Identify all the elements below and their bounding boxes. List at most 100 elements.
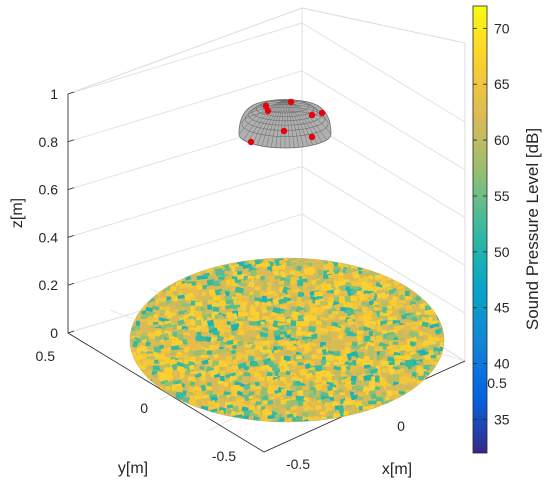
disk-cell xyxy=(237,282,247,287)
disk-cell xyxy=(436,312,444,321)
disk-cell xyxy=(206,262,213,268)
disk-cell xyxy=(175,385,184,394)
disk-cell xyxy=(134,376,141,383)
y-tick-label: 0 xyxy=(140,400,148,416)
disk-cell xyxy=(428,270,436,275)
disk-cell xyxy=(220,375,225,383)
disk-cell xyxy=(411,401,418,408)
disk-cell xyxy=(382,283,392,289)
disk-cell xyxy=(211,301,220,308)
colorbar-gradient xyxy=(472,5,488,454)
disk-cell xyxy=(399,279,410,286)
disk-cell xyxy=(247,330,258,339)
disk-cell xyxy=(260,321,266,326)
disk-cell xyxy=(409,276,419,282)
disk-cell xyxy=(319,411,326,416)
disk-cell xyxy=(130,294,136,302)
disk-cell xyxy=(291,361,300,368)
disk-cell xyxy=(218,384,225,393)
disk-cell xyxy=(255,334,261,340)
disk-cell xyxy=(261,394,270,402)
disk-cell xyxy=(307,331,313,339)
disk-cell xyxy=(416,263,429,272)
y-tick-label: 0.5 xyxy=(36,348,56,364)
disk-cell xyxy=(379,421,386,422)
disk-cell xyxy=(397,330,403,336)
disk-cell xyxy=(351,355,357,361)
disk-cell xyxy=(338,420,346,422)
disk-cell xyxy=(382,412,390,420)
disk-cell xyxy=(147,278,158,284)
disk-cell xyxy=(130,392,134,397)
disk-cell xyxy=(188,260,196,267)
disk-cell xyxy=(286,413,294,418)
disk-cell xyxy=(230,319,238,325)
disk-cell xyxy=(262,262,271,269)
disk-cell xyxy=(160,258,169,267)
disk-cell xyxy=(375,358,387,366)
z-grid-line xyxy=(301,213,466,314)
disk-cell xyxy=(148,334,158,340)
disk-cell xyxy=(418,331,424,336)
y-axis-title: y[m] xyxy=(118,460,148,477)
disk-cell xyxy=(416,392,425,399)
disk-cell xyxy=(146,291,152,297)
disk-cell xyxy=(320,383,330,392)
disk-cell xyxy=(200,380,206,386)
disk-cell xyxy=(267,314,273,320)
disk-cell xyxy=(290,270,295,276)
disk-cell xyxy=(442,373,444,380)
disk-cell xyxy=(294,377,304,383)
disk-cell xyxy=(441,306,444,314)
disk-cell xyxy=(440,329,444,339)
disk-cell xyxy=(448,371,460,378)
z-tick xyxy=(67,330,75,334)
disk-cell xyxy=(152,407,162,415)
disk-cell xyxy=(259,331,269,339)
disk-cell xyxy=(368,400,379,405)
disk-cell xyxy=(195,397,205,406)
disk-cell xyxy=(418,302,427,310)
disk-cell xyxy=(442,320,444,327)
disk-cell xyxy=(130,286,134,291)
disk-cell xyxy=(184,346,190,353)
disk-cell xyxy=(135,278,148,287)
disk-cell xyxy=(380,377,386,382)
disk-cell xyxy=(314,291,323,297)
disk-cell xyxy=(290,280,296,286)
disk-cell xyxy=(386,304,393,310)
disk-cell xyxy=(356,290,364,296)
disk-cell xyxy=(449,326,457,333)
disk-cell xyxy=(279,333,285,338)
disk-cell xyxy=(434,258,444,262)
disk-cell xyxy=(381,306,389,315)
disk-cell xyxy=(182,261,187,266)
disk-cell xyxy=(441,325,444,330)
disk-cell xyxy=(429,258,441,263)
disk-cell xyxy=(422,279,434,287)
disk-cell xyxy=(151,416,163,422)
disk-cell xyxy=(307,341,318,348)
mic-marker xyxy=(264,107,272,115)
disk-cell xyxy=(154,274,162,280)
disk-cell xyxy=(424,261,433,265)
disk-cell xyxy=(421,421,428,422)
disk-cell xyxy=(446,376,455,380)
disk-cell xyxy=(346,309,353,317)
disk-cell xyxy=(308,360,317,366)
z-grid-line xyxy=(67,70,303,143)
disk-cell xyxy=(130,382,135,388)
disk-cell xyxy=(279,260,288,265)
disk-cell xyxy=(436,282,444,292)
disk-cell xyxy=(254,349,261,354)
disk-cell xyxy=(253,420,264,422)
disk-cell xyxy=(261,308,268,314)
disk-cell xyxy=(429,414,436,420)
disk-cell xyxy=(314,378,322,384)
disk-cell xyxy=(158,344,165,350)
disk-cell xyxy=(404,354,411,361)
disk-cell xyxy=(405,420,417,422)
colorbar-tick-label: 70 xyxy=(494,20,510,36)
disk-cell xyxy=(244,343,254,349)
disk-cell xyxy=(345,341,353,347)
